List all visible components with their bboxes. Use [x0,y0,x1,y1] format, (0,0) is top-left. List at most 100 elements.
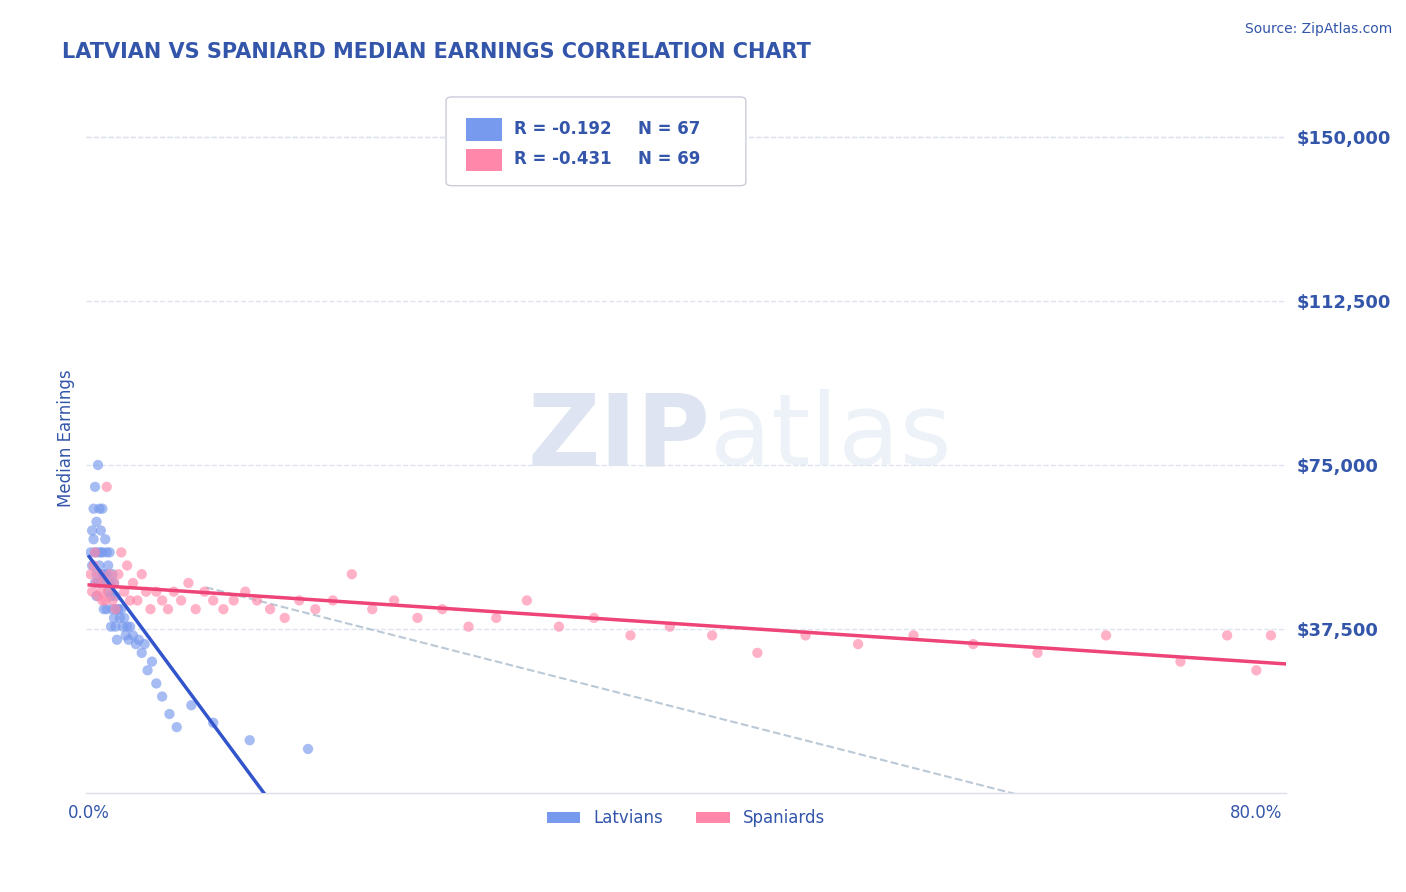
Point [101,567,124,582]
Text: R = -0.431: R = -0.431 [515,151,612,169]
Point [82,584,104,599]
Point [107,602,129,616]
Point [150,690,173,704]
Point [139,602,162,616]
Point [91,593,114,607]
Text: N = 67: N = 67 [638,120,700,138]
Text: LATVIAN VS SPANIARD MEDIAN EARNINGS CORRELATION CHART: LATVIAN VS SPANIARD MEDIAN EARNINGS CORR… [62,42,811,62]
Point [136,663,159,677]
Point [193,584,215,599]
Point [79,545,101,559]
Point [100,620,122,634]
Point [98,576,121,591]
Point [97,584,120,599]
Point [150,593,173,607]
Point [619,628,641,642]
Point [91,501,114,516]
Point [134,637,156,651]
Point [1095,628,1118,642]
Point [658,620,681,634]
Point [1246,663,1268,677]
Point [86,576,108,591]
Point [117,632,139,647]
Point [846,637,869,651]
Point [107,567,129,582]
Point [82,558,104,573]
Point [180,698,202,713]
Point [141,655,163,669]
Point [297,742,319,756]
Point [145,676,167,690]
FancyBboxPatch shape [446,97,745,186]
Point [111,620,134,634]
Point [233,584,256,599]
Point [794,628,817,642]
Point [159,706,181,721]
Point [104,602,127,616]
Point [104,589,127,603]
Point [87,589,110,603]
Point [94,576,117,591]
Point [184,602,207,616]
Text: R = -0.192: R = -0.192 [515,120,612,138]
Point [382,593,405,607]
Point [98,545,121,559]
Point [1026,646,1049,660]
Point [97,558,120,573]
Point [166,720,188,734]
Point [104,620,127,634]
Point [222,593,245,607]
Point [246,593,269,607]
Point [96,567,118,582]
Point [128,632,150,647]
Point [94,593,117,607]
Point [516,593,538,607]
Point [94,533,117,547]
Point [84,576,107,591]
Point [108,611,131,625]
Point [97,584,120,599]
Point [177,576,200,591]
Point [361,602,384,616]
Text: atlas: atlas [710,389,952,486]
Point [747,646,769,660]
Point [96,480,118,494]
Point [84,480,107,494]
Point [82,524,104,538]
Point [96,545,118,559]
Text: Source: ZipAtlas.com: Source: ZipAtlas.com [1244,22,1392,37]
Point [115,620,138,634]
Point [170,593,193,607]
Point [101,593,124,607]
Point [1170,655,1192,669]
Point [340,567,363,582]
Point [91,567,114,582]
Point [273,611,295,625]
Point [125,637,148,651]
Point [83,558,105,573]
Point [87,458,110,472]
Point [288,593,311,607]
Point [89,567,111,582]
FancyBboxPatch shape [467,149,502,171]
Point [122,628,145,642]
Text: N = 69: N = 69 [638,151,700,169]
FancyBboxPatch shape [467,119,502,141]
Point [212,602,235,616]
Point [90,545,112,559]
Point [93,602,115,616]
Point [90,584,112,599]
Legend: Latvians, Spaniards: Latvians, Spaniards [540,803,832,834]
Point [432,602,454,616]
Point [202,715,225,730]
Point [163,584,186,599]
Point [91,545,114,559]
Point [322,593,344,607]
Point [548,620,571,634]
Point [962,637,984,651]
Point [112,611,135,625]
Point [83,533,105,547]
Point [105,632,128,647]
Point [903,628,925,642]
Point [135,584,157,599]
